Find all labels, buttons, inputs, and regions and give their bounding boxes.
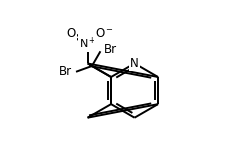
Text: Br: Br: [104, 43, 117, 56]
Text: O$^-$: O$^-$: [95, 27, 114, 40]
Text: N$^+$: N$^+$: [79, 35, 96, 51]
Text: O: O: [67, 27, 76, 40]
Text: N: N: [130, 57, 139, 70]
Text: Br: Br: [59, 65, 72, 78]
